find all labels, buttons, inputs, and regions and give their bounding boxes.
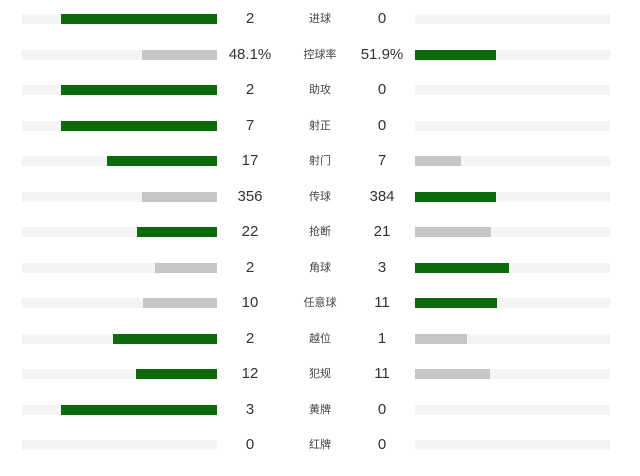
away-bar-fill <box>415 333 467 344</box>
home-value: 10 <box>241 294 259 311</box>
stat-label: 射门 <box>309 155 331 167</box>
home-value: 0 <box>245 436 255 453</box>
stat-row: 22 抢断 21 <box>0 222 640 242</box>
stat-label: 传球 <box>309 190 331 203</box>
away-value: 11 <box>374 365 390 382</box>
stat-label: 红牌 <box>309 439 331 451</box>
stat-row: 10 任意球 11 <box>0 293 640 313</box>
home-value: 2 <box>245 329 255 347</box>
home-bar-track <box>22 440 217 450</box>
away-bar-fill <box>415 156 461 166</box>
away-value: 1 <box>377 329 387 347</box>
home-value: 2 <box>245 258 255 276</box>
home-value: 2 <box>245 10 255 27</box>
stat-row: 7 射正 0 <box>0 116 640 136</box>
stat-label: 犯规 <box>309 368 331 380</box>
away-value: 21 <box>373 223 391 240</box>
stat-row: 17 射门 7 <box>0 151 640 171</box>
stat-label: 进球 <box>309 13 331 25</box>
home-bar-fill <box>142 298 217 308</box>
home-bar-track <box>22 369 217 379</box>
away-bar-track <box>415 333 610 344</box>
home-bar-fill <box>154 262 217 273</box>
home-bar-track <box>22 14 217 24</box>
stat-label: 控球率 <box>303 48 337 61</box>
away-bar-fill <box>415 262 509 273</box>
home-value: 12 <box>241 365 259 382</box>
away-bar-track <box>415 49 610 60</box>
away-value: 0 <box>377 116 387 134</box>
away-bar-fill <box>415 227 492 237</box>
stat-row: 2 进球 0 <box>0 9 640 29</box>
stat-label: 抢断 <box>309 226 331 238</box>
stat-row: 0 红牌 0 <box>0 435 640 455</box>
away-value: 0 <box>377 436 387 453</box>
away-value: 0 <box>377 81 387 98</box>
away-bar-track <box>415 191 610 202</box>
away-bar-track <box>415 404 610 415</box>
away-bar-fill <box>415 369 490 379</box>
stat-label: 黄牌 <box>309 403 331 416</box>
away-bar-track <box>415 156 610 166</box>
away-bar-fill <box>415 298 497 308</box>
home-value: 48.1% <box>228 45 272 63</box>
home-bar-track <box>22 262 217 273</box>
home-bar-fill <box>61 85 217 95</box>
home-bar-track <box>22 227 217 237</box>
away-value: 3 <box>377 258 387 276</box>
home-value: 2 <box>245 81 255 98</box>
away-bar-track <box>415 369 610 379</box>
home-bar-fill <box>141 49 217 60</box>
home-value: 7 <box>245 116 255 134</box>
away-bar-track <box>415 262 610 273</box>
stat-label: 越位 <box>309 332 331 345</box>
away-bar-track <box>415 14 610 24</box>
home-bar-fill <box>141 191 217 202</box>
home-bar-track <box>22 191 217 202</box>
away-value: 11 <box>374 294 390 311</box>
home-bar-fill <box>113 333 217 344</box>
away-bar-track <box>415 298 610 308</box>
stat-label: 射正 <box>309 119 331 132</box>
stat-row: 12 犯规 11 <box>0 364 640 384</box>
stat-row: 3 黄牌 0 <box>0 400 640 420</box>
home-bar-track <box>22 404 217 415</box>
away-bar-track <box>415 120 610 131</box>
home-value: 22 <box>241 223 259 240</box>
home-bar-fill <box>61 120 217 131</box>
stat-label: 助攻 <box>309 84 331 96</box>
away-bar-track <box>415 227 610 237</box>
home-bar-fill <box>137 227 217 237</box>
away-value: 384 <box>369 187 395 205</box>
home-bar-fill <box>61 14 217 24</box>
home-bar-track <box>22 85 217 95</box>
home-bar-track <box>22 120 217 131</box>
stat-label: 任意球 <box>303 297 337 309</box>
away-value: 7 <box>377 152 387 169</box>
away-bar-track <box>415 85 610 95</box>
stat-row: 2 助攻 0 <box>0 80 640 100</box>
home-bar-track <box>22 298 217 308</box>
away-bar-fill <box>415 49 496 60</box>
home-value: 3 <box>245 400 255 418</box>
home-bar-fill <box>135 369 217 379</box>
home-value: 17 <box>241 152 259 169</box>
stat-row: 48.1% 控球率 51.9% <box>0 45 640 65</box>
away-bar-track <box>415 440 610 450</box>
away-value: 0 <box>377 400 387 418</box>
stat-row: 356 传球 384 <box>0 187 640 207</box>
away-value: 51.9% <box>360 45 404 63</box>
away-value: 0 <box>377 10 387 27</box>
stat-row: 2 越位 1 <box>0 329 640 349</box>
home-bar-fill <box>61 404 217 415</box>
home-bar-track <box>22 333 217 344</box>
home-value: 356 <box>237 187 263 205</box>
home-bar-track <box>22 49 217 60</box>
stat-label: 角球 <box>309 261 331 274</box>
home-bar-fill <box>106 156 217 166</box>
home-bar-track <box>22 156 217 166</box>
away-bar-fill <box>415 191 496 202</box>
stat-row: 2 角球 3 <box>0 258 640 278</box>
